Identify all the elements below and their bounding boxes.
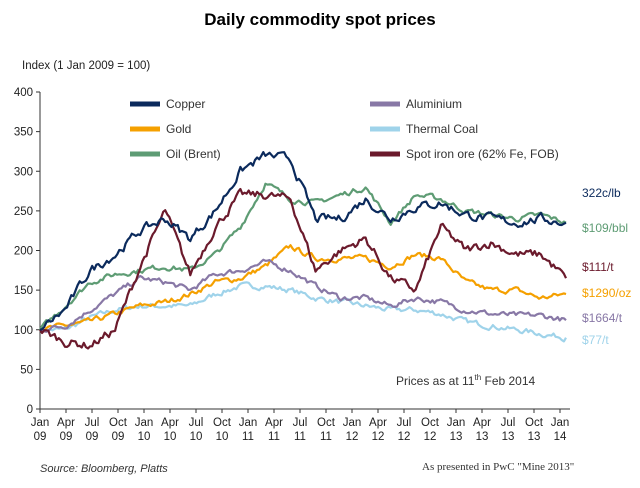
price-date-note-rest: Feb 2014 [481,374,536,388]
legend-label: Thermal Coal [406,122,478,136]
x-tick-label-month: Apr [369,417,387,429]
legend-label: Spot iron ore (62% Fe, FOB) [406,147,559,161]
legend-label: Oil (Brent) [166,147,221,161]
x-tick-label-year: 13 [476,431,489,443]
x-tick-label-year: 09 [86,431,99,443]
y-tick-label: 0 [27,404,33,416]
x-tick-label-month: Apr [161,417,179,429]
end-label: 322c/lb [582,186,621,200]
x-tick-label-month: Oct [213,417,232,429]
x-tick-label-year: 11 [268,431,280,443]
x-tick-label-year: 10 [190,431,203,443]
x-tick-label-year: 09 [112,431,125,443]
price-date-note-text: Prices as at 11 [396,374,475,388]
end-label: $77/t [582,333,609,347]
x-tick-label-month: Jan [239,417,258,429]
y-tick-label: 100 [14,325,33,337]
x-tick-label-year: 11 [242,431,254,443]
chart-title: Daily commodity spot prices [204,10,436,29]
x-tick-label-month: Jan [135,417,154,429]
y-tick-label: 50 [20,364,33,376]
x-tick-label-year: 13 [528,431,541,443]
x-tick-label-year: 11 [320,431,332,443]
x-tick-label-year: 10 [164,431,177,443]
x-tick-label-month: Jan [343,417,362,429]
x-tick-label-month: Jul [85,417,100,429]
x-tick-label-year: 12 [346,431,359,443]
x-tick-label-month: Oct [421,417,440,429]
x-tick-label-month: Oct [525,417,544,429]
series-line-oil-brent- [39,182,567,331]
y-tick-label: 400 [14,87,33,99]
x-tick-label-year: 13 [450,431,463,443]
price-date-note: Prices as at 11th Feb 2014 [396,373,535,388]
end-label: $109/bbl [582,221,628,235]
x-tick-label-year: 14 [554,431,567,443]
y-tick-label: 350 [14,127,33,139]
series-line-copper [39,151,567,331]
end-label: $1664/t [582,311,623,325]
series-line-spot-iron-ore-62-fe-fob- [39,187,567,350]
x-tick-label-month: Jul [501,417,516,429]
x-tick-label-year: 12 [424,431,437,443]
y-tick-label: 250 [14,206,33,218]
x-tick-label-month: Jul [189,417,204,429]
x-tick-label-year: 09 [34,431,47,443]
x-tick-label-month: Jan [31,417,50,429]
x-tick-label-month: Jan [447,417,466,429]
x-tick-label-year: 13 [502,431,515,443]
x-tick-label-year: 10 [216,431,229,443]
source-note: Source: Bloomberg, Platts [40,463,168,475]
y-tick-label: 200 [14,246,33,258]
legend-label: Copper [166,97,205,111]
series-line-gold [39,244,567,333]
x-tick-label-year: 10 [138,431,151,443]
x-tick-label-year: 09 [60,431,73,443]
x-tick-label-month: Jan [551,417,570,429]
x-tick-label-month: Jul [293,417,308,429]
y-tick-label: 300 [14,166,33,178]
y-tick-label: 150 [14,285,33,297]
legend-label: Gold [166,122,191,136]
x-tick-label-year: 12 [398,431,411,443]
price-date-note-sup: th [474,373,482,382]
end-label: $111/t [582,260,614,274]
presented-note: As presented in PwC "Mine 2013" [422,461,575,473]
x-tick-label-month: Apr [265,417,283,429]
legend-label: Aluminium [406,97,462,111]
x-tick-label-month: Jul [397,417,412,429]
x-tick-label-month: Apr [473,417,491,429]
x-tick-label-year: 12 [372,431,385,443]
end-label: $1290/oz [582,286,631,300]
x-tick-label-month: Oct [109,417,128,429]
y-axis-label: Index (1 Jan 2009 = 100) [22,60,151,72]
x-tick-label-year: 11 [294,431,306,443]
x-tick-label-month: Apr [57,417,75,429]
series-line-aluminium [39,258,567,333]
x-tick-label-month: Oct [317,417,336,429]
